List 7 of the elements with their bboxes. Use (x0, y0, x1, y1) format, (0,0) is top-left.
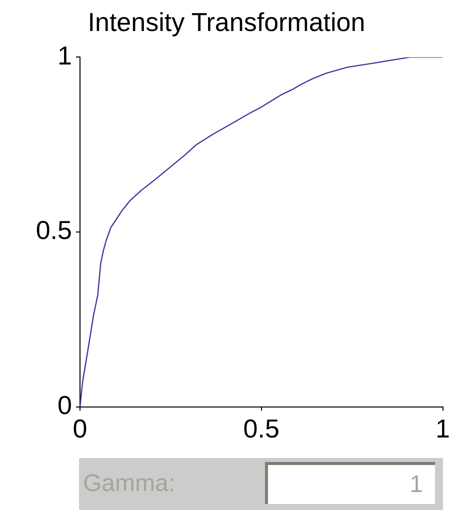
y-tick-label: 0 (58, 390, 72, 420)
y-tick-label: 0.5 (36, 215, 72, 246)
x-tick-label: 1 (436, 414, 450, 444)
chart-title: Intensity Transformation (88, 6, 366, 37)
input-field: 1 (265, 462, 435, 504)
x-tick-label: 0.5 (243, 414, 280, 444)
y-tick-label: 1 (58, 40, 72, 70)
